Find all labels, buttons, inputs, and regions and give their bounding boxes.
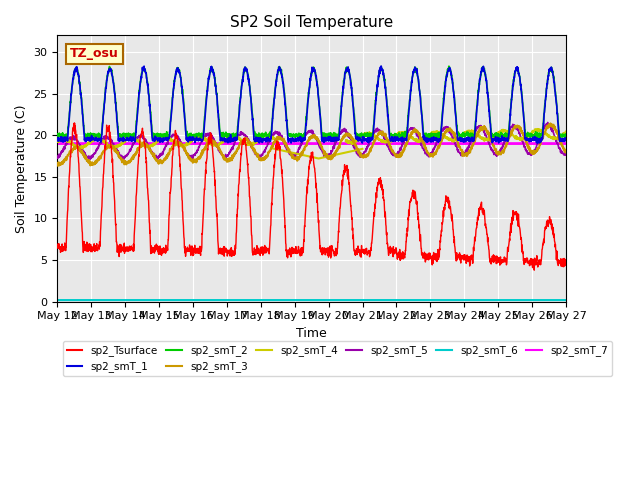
sp2_smT_5 [517,135,525,141]
sp2_smT_2 [562,132,570,138]
sp2_smT_3 [532,149,540,155]
sp2_smT_6 [460,297,467,303]
sp2_smT_4 [195,134,203,140]
sp2_smT_3 [517,127,525,133]
sp2_smT_2 [460,132,467,138]
sp2_smT_1 [326,138,334,144]
Text: TZ_osu: TZ_osu [70,48,119,60]
sp2_Tsurface [196,245,204,251]
sp2_smT_3 [54,160,61,166]
sp2_smT_1 [54,138,61,144]
sp2_smT_3 [196,155,204,161]
sp2_Tsurface [71,120,79,126]
sp2_smT_3 [337,137,345,143]
sp2_smT_5 [196,143,204,149]
sp2_smT_2 [532,129,540,135]
Line: sp2_smT_1: sp2_smT_1 [58,66,566,143]
sp2_smT_2 [326,133,334,139]
sp2_smT_7 [517,141,525,146]
sp2_Tsurface [517,235,525,241]
sp2_Tsurface [532,258,540,264]
sp2_smT_7 [531,141,539,146]
Line: sp2_smT_4: sp2_smT_4 [58,129,566,149]
sp2_smT_4 [517,136,525,142]
sp2_smT_7 [326,141,334,146]
sp2_smT_5 [337,130,345,135]
sp2_smT_1 [377,63,385,69]
Line: sp2_smT_5: sp2_smT_5 [58,122,566,159]
sp2_Tsurface [337,191,345,197]
sp2_smT_5 [532,146,540,152]
sp2_smT_4 [562,129,570,134]
sp2_smT_7 [54,141,61,146]
sp2_smT_2 [162,136,170,142]
sp2_smT_3 [54,163,61,168]
sp2_smT_1 [534,140,541,146]
sp2_smT_5 [544,120,552,125]
sp2_smT_2 [445,63,452,69]
sp2_smT_1 [532,137,540,143]
Title: SP2 Soil Temperature: SP2 Soil Temperature [230,15,394,30]
sp2_smT_1 [337,109,345,115]
sp2_smT_4 [54,138,61,144]
sp2_Tsurface [531,267,538,273]
sp2_smT_6 [531,297,539,303]
sp2_smT_2 [54,132,61,138]
sp2_Tsurface [460,253,467,259]
sp2_smT_3 [460,151,467,157]
sp2_Tsurface [326,246,334,252]
sp2_smT_6 [326,297,334,303]
sp2_smT_6 [562,297,570,303]
sp2_smT_5 [460,153,467,158]
Legend: sp2_Tsurface, sp2_smT_1, sp2_smT_2, sp2_smT_3, sp2_smT_4, sp2_smT_5, sp2_smT_6, : sp2_Tsurface, sp2_smT_1, sp2_smT_2, sp2_… [63,341,612,376]
sp2_smT_1 [562,137,570,143]
sp2_smT_3 [547,120,554,126]
sp2_smT_1 [517,86,525,92]
sp2_smT_7 [195,141,203,146]
sp2_smT_4 [460,132,467,138]
sp2_smT_4 [532,127,540,133]
sp2_smT_3 [326,154,334,159]
Line: sp2_smT_2: sp2_smT_2 [58,66,566,139]
Line: sp2_Tsurface: sp2_Tsurface [58,123,566,270]
sp2_smT_1 [195,135,203,141]
sp2_smT_1 [460,138,467,144]
sp2_smT_5 [54,155,61,160]
sp2_smT_7 [460,141,467,146]
sp2_smT_5 [562,150,570,156]
Line: sp2_smT_3: sp2_smT_3 [58,123,566,166]
sp2_smT_5 [326,152,334,158]
sp2_smT_2 [196,131,204,136]
sp2_smT_6 [54,297,61,303]
sp2_smT_7 [337,141,345,146]
sp2_smT_6 [195,297,203,303]
sp2_smT_3 [562,148,570,154]
sp2_smT_6 [337,297,345,303]
sp2_smT_5 [154,156,162,162]
sp2_Tsurface [562,260,570,266]
sp2_smT_6 [517,297,525,303]
X-axis label: Time: Time [296,327,327,340]
sp2_Tsurface [54,243,61,249]
Y-axis label: Soil Temperature (C): Soil Temperature (C) [15,104,28,233]
sp2_smT_7 [562,141,570,146]
sp2_smT_2 [337,104,345,110]
sp2_smT_2 [518,89,525,95]
